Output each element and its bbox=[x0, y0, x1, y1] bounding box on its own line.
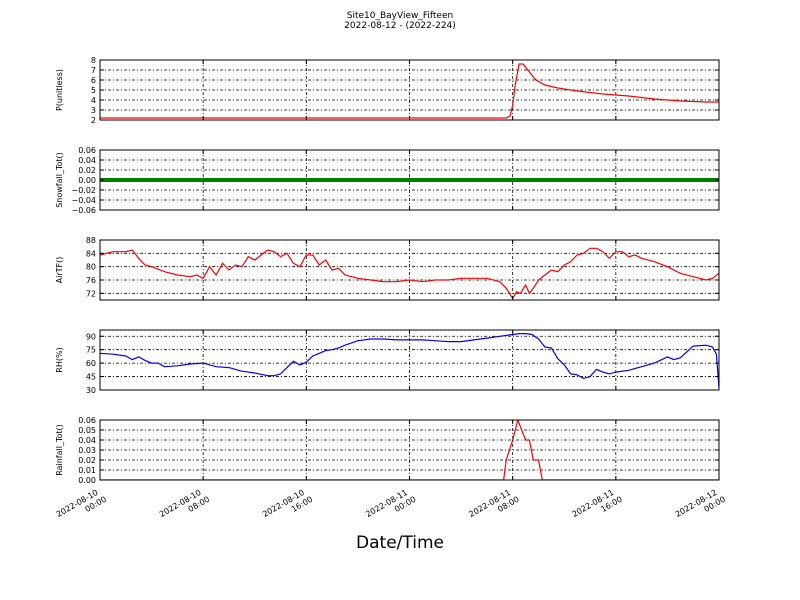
y-axis-label: P(unitless) bbox=[55, 69, 64, 111]
y-tick-label: 75 bbox=[86, 346, 96, 355]
y-tick-label: 7 bbox=[91, 66, 96, 75]
y-tick-label: 84 bbox=[86, 249, 96, 258]
y-tick-label: −0.02 bbox=[71, 186, 96, 195]
x-tick-label: 2022-08-1100:00 bbox=[364, 486, 417, 528]
y-tick-label: −0.04 bbox=[71, 196, 96, 205]
series-line bbox=[100, 63, 719, 119]
series-line bbox=[100, 333, 719, 389]
chart-panel-4: 30 45 60 75 90 RH(%) bbox=[55, 329, 720, 395]
y-tick-label: 76 bbox=[86, 276, 96, 285]
y-axis-label: AirTF() bbox=[55, 257, 64, 284]
y-tick-label: 3 bbox=[91, 106, 96, 115]
chart-panel-2: −0.06−0.04−0.020.000.020.040.06 Snowfall_… bbox=[55, 146, 720, 215]
y-tick-label: 0.06 bbox=[78, 146, 96, 155]
x-tick-label: 2022-08-1000:00 bbox=[55, 486, 108, 528]
chart-panel-5: 0.000.010.020.030.040.050.06 Rainfall_Tot… bbox=[55, 416, 720, 485]
y-tick-label: 88 bbox=[86, 236, 96, 245]
series-line bbox=[100, 247, 719, 300]
y-tick-label: 60 bbox=[86, 359, 96, 368]
x-tick-label: 2022-08-1008:00 bbox=[158, 486, 211, 528]
series-line bbox=[100, 420, 719, 480]
x-tick-label: 2022-08-1200:00 bbox=[674, 486, 727, 528]
y-tick-label: 0.06 bbox=[78, 416, 96, 425]
y-tick-label: 0.05 bbox=[78, 426, 96, 435]
y-tick-label: 0.04 bbox=[78, 436, 96, 445]
x-tick-label: 2022-08-1108:00 bbox=[467, 486, 520, 528]
y-tick-label: 45 bbox=[86, 373, 96, 382]
y-tick-label: 90 bbox=[86, 332, 96, 341]
y-tick-label: 5 bbox=[91, 86, 96, 95]
chart-subtitle: 2022-08-12 - (2022-224) bbox=[344, 21, 456, 31]
x-tick-label: 2022-08-1016:00 bbox=[261, 486, 314, 528]
y-axis-label: Snowfall_Tot() bbox=[55, 152, 64, 208]
y-axis-label: RH(%) bbox=[55, 347, 64, 372]
y-tick-label: 0.00 bbox=[78, 476, 96, 485]
y-tick-label: 72 bbox=[86, 289, 96, 298]
y-axis-label: Rainfall_Tot() bbox=[55, 424, 64, 476]
y-tick-label: −0.06 bbox=[71, 206, 96, 215]
y-tick-label: 2 bbox=[91, 116, 96, 125]
y-tick-label: 0.04 bbox=[78, 156, 96, 165]
y-tick-label: 0.02 bbox=[78, 456, 96, 465]
y-tick-label: 30 bbox=[86, 386, 96, 395]
y-tick-label: 0.01 bbox=[78, 466, 96, 475]
y-tick-label: 0.03 bbox=[78, 446, 96, 455]
x-axis-label: Date/Time bbox=[356, 533, 444, 553]
y-tick-label: 6 bbox=[91, 76, 96, 85]
y-tick-label: 4 bbox=[91, 96, 96, 105]
y-tick-label: 0.02 bbox=[78, 166, 96, 175]
y-tick-label: 8 bbox=[91, 56, 96, 65]
chart-panel-3: 72 76 80 84 88 AirTF() bbox=[55, 236, 720, 301]
y-tick-label: 80 bbox=[86, 263, 96, 272]
y-tick-label: 0.00 bbox=[78, 176, 96, 185]
chart-title: Site10_BayView_Fifteen bbox=[346, 11, 454, 21]
x-tick-label: 2022-08-1116:00 bbox=[571, 486, 624, 528]
